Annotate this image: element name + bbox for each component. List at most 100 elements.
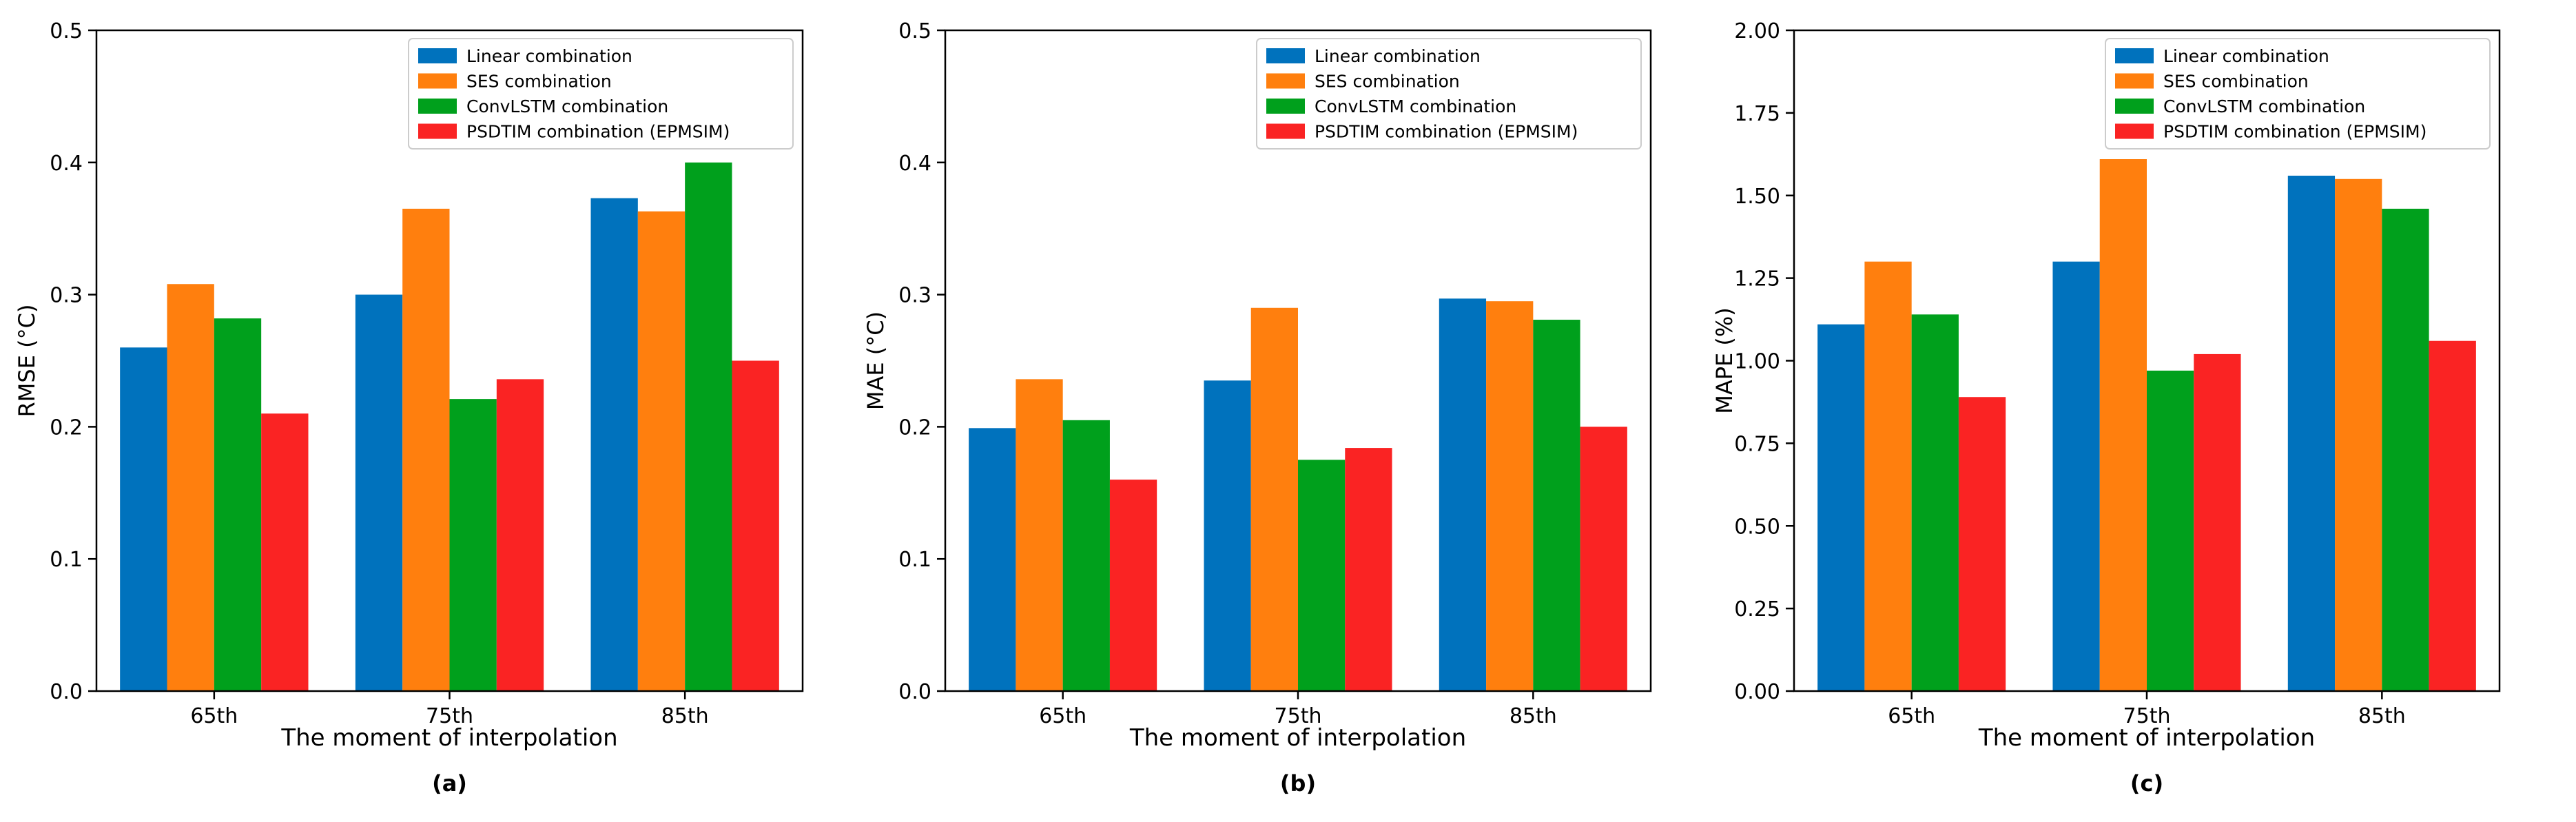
bar-2-ses-combination-75th (1250, 307, 1298, 691)
bar-2-ses-combination-85th (1486, 301, 1534, 691)
bar-3-psdtim-combination-epmsim--65th (1958, 397, 2006, 691)
y-tick-label: 0.0 (898, 680, 931, 704)
legend: Linear combination SES combination ConvLST… (1256, 38, 1642, 150)
bar-1-psdtim-combination-epmsim--85th (732, 360, 779, 691)
x-tick-label: 75th (426, 704, 473, 728)
legend-swatch (418, 123, 457, 139)
y-tick-label: 0.25 (1734, 597, 1780, 621)
y-tick-label: 0.3 (898, 284, 931, 308)
legend-entry: ConvLSTM combination (1315, 96, 1516, 116)
y-axis-label: MAE (°C) (863, 311, 889, 410)
y-tick-label: 0.3 (50, 284, 83, 308)
legend-entry: Linear combination (1315, 46, 1481, 66)
y-tick-label: 0.4 (898, 152, 931, 176)
x-axis-label: The moment of interpolation (1129, 724, 1466, 752)
bar-3-linear-combination-65th (1817, 324, 1865, 691)
legend-box (1256, 38, 1642, 150)
legend-swatch (2115, 73, 2154, 89)
y-tick-label: 0.1 (50, 548, 83, 572)
bar-3-convlstm-combination-85th (2382, 208, 2429, 691)
legend-swatch (1266, 73, 1305, 89)
bar-1-linear-combination-75th (355, 294, 403, 692)
bar-1-convlstm-combination-75th (449, 399, 497, 691)
y-tick-label: 0.5 (898, 19, 931, 43)
legend-entry: ConvLSTM combination (2163, 96, 2365, 116)
legend-swatch (2115, 99, 2154, 114)
y-tick-label: 0.1 (898, 548, 931, 572)
bar-1-ses-combination-65th (167, 284, 214, 692)
panel-label: (a) (432, 770, 467, 797)
bar-2-linear-combination-85th (1439, 298, 1487, 691)
legend-swatch (2115, 123, 2154, 139)
x-tick-label: 75th (2123, 704, 2171, 728)
y-axis-label: MAPE (%) (1711, 307, 1738, 414)
bar-1-linear-combination-65th (120, 347, 167, 691)
x-axis-label: The moment of interpolation (1978, 724, 2315, 752)
panel-label: (b) (1280, 770, 1316, 797)
bar-3-convlstm-combination-75th (2147, 370, 2194, 691)
legend-swatch (418, 48, 457, 63)
legend-entry: PSDTIM combination (EPMSIM) (466, 122, 730, 142)
y-tick-label: 0.75 (1734, 432, 1780, 456)
bar-2-linear-combination-65th (969, 428, 1016, 691)
y-tick-label: 1.50 (1734, 185, 1780, 209)
bar-1-ses-combination-75th (402, 208, 450, 691)
legend-box (2105, 38, 2491, 150)
bar-2-psdtim-combination-epmsim--85th (1580, 427, 1627, 691)
y-tick-label: 0.5 (50, 19, 83, 43)
bar-3-linear-combination-85th (2287, 175, 2336, 692)
x-tick-label: 65th (1039, 704, 1086, 728)
bar-3-ses-combination-65th (1864, 261, 1912, 691)
x-tick-label: 85th (1509, 704, 1557, 728)
bar-2-psdtim-combination-epmsim--75th (1345, 448, 1392, 691)
bar-2-convlstm-combination-75th (1298, 460, 1346, 691)
bar-1-psdtim-combination-epmsim--65th (261, 413, 309, 691)
bar-2-convlstm-combination-85th (1533, 320, 1580, 691)
y-axis-label: RMSE (°C) (14, 305, 40, 418)
legend-entry: PSDTIM combination (EPMSIM) (2163, 122, 2426, 142)
x-tick-label: 65th (190, 704, 238, 728)
legend-entry: Linear combination (466, 46, 632, 66)
bar-3-convlstm-combination-65th (1911, 314, 1959, 691)
bar-2-linear-combination-75th (1204, 380, 1251, 691)
legend-swatch (418, 73, 457, 89)
legend: Linear combination SES combination ConvLST… (408, 38, 794, 150)
y-tick-label: 0.50 (1734, 515, 1780, 539)
legend-swatch (2115, 48, 2154, 63)
x-tick-label: 65th (1888, 704, 1935, 728)
x-tick-label: 85th (2358, 704, 2406, 728)
bar-1-linear-combination-85th (590, 198, 638, 691)
legend-swatch (1266, 123, 1305, 139)
bar-2-psdtim-combination-epmsim--65th (1109, 480, 1157, 691)
legend-entry: SES combination (2163, 72, 2309, 92)
chart-panel-3: 0.00 0.25 0.50 0.75 1.00 1.25 1.50 1.75 2.00 65th… (1711, 19, 2501, 797)
legend-entry: ConvLSTM combination (466, 96, 668, 116)
x-tick-label: 85th (661, 704, 709, 728)
bar-3-linear-combination-75th (2052, 261, 2100, 691)
legend-swatch (418, 99, 457, 114)
bar-3-ses-combination-85th (2335, 178, 2382, 691)
legend-entry: SES combination (466, 72, 612, 92)
legend-swatch (1266, 99, 1305, 114)
bar-2-ses-combination-65th (1016, 379, 1063, 691)
chart-panel-2: 0.0 0.1 0.2 0.3 0.4 0.5 65th 75th 85th The moment… (863, 19, 1652, 797)
bar-2-convlstm-combination-65th (1062, 420, 1110, 691)
y-tick-label: 1.00 (1734, 350, 1780, 374)
panel-label: (c) (2130, 770, 2163, 797)
bar-1-convlstm-combination-85th (685, 162, 732, 692)
y-tick-label: 0.2 (898, 415, 931, 440)
y-tick-label: 1.75 (1734, 102, 1780, 126)
bar-3-ses-combination-75th (2099, 159, 2147, 691)
y-tick-label: 0.2 (50, 415, 83, 440)
legend-swatch (1266, 48, 1305, 63)
legend-entry: SES combination (1315, 72, 1460, 92)
bar-1-convlstm-combination-65th (214, 318, 262, 691)
bar-1-ses-combination-85th (637, 211, 686, 691)
bar-1-psdtim-combination-epmsim--75th (496, 379, 544, 691)
legend: Linear combination SES combination ConvLST… (2105, 38, 2491, 150)
legend-entry: Linear combination (2163, 46, 2329, 66)
y-tick-label: 0.4 (50, 152, 83, 176)
y-tick-label: 1.25 (1734, 267, 1780, 291)
x-axis-label: The moment of interpolation (280, 724, 617, 752)
